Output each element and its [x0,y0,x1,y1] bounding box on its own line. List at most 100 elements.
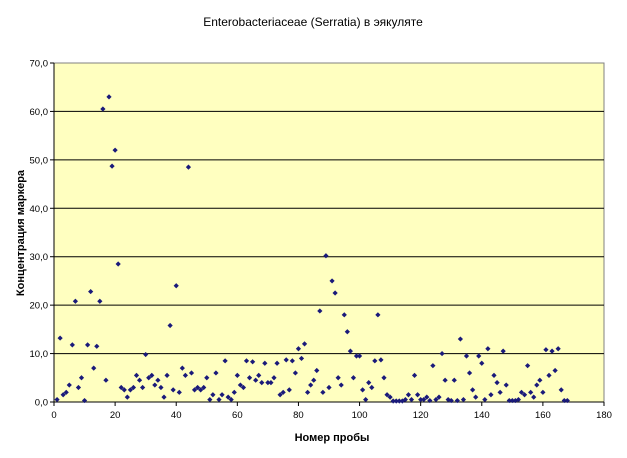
data-point [152,382,158,388]
x-tick-label: 60 [232,410,243,421]
data-point [500,348,506,354]
x-tick-label: 40 [171,410,182,421]
data-point [295,346,302,352]
x-tick-label: 140 [474,410,490,421]
data-point [424,394,430,400]
data-point [470,387,476,393]
data-point [130,384,137,391]
data-point [387,394,393,400]
data-point [369,384,375,391]
data-point [451,377,457,383]
data-point [292,370,298,376]
data-point [78,375,85,381]
data-point [353,353,360,359]
y-tick-label: 20,0 [30,301,49,312]
data-point [341,312,347,318]
data-point [118,384,124,391]
data-point [219,392,225,398]
data-point [356,353,363,359]
data-point [366,380,372,386]
data-point [311,377,317,383]
data-point [433,396,439,403]
data-point [561,397,567,404]
data-point [360,387,366,393]
data-point [308,382,314,388]
data-point [436,394,442,400]
data-point [525,363,531,369]
data-point [280,389,286,395]
data-point [106,94,112,100]
data-point [149,372,155,378]
data-point [176,389,182,395]
data-point [274,360,280,366]
y-tick-label: 0,0 [35,398,48,409]
data-point [537,377,543,383]
data-point [402,396,408,403]
data-point [506,397,512,404]
data-point [222,358,228,364]
x-tick-label: 180 [596,410,612,421]
data-point [185,164,192,170]
x-axis-label: Номер пробы [295,432,370,444]
data-point [546,372,552,378]
data-point [268,380,274,386]
data-point [454,397,460,404]
data-point [521,392,528,398]
data-point [445,396,451,403]
data-point [363,396,369,403]
data-point [231,389,237,395]
data-point [320,389,326,395]
data-point [473,394,479,400]
data-point [457,336,463,342]
data-point [534,382,540,388]
data-point [408,396,415,403]
data-point [289,358,295,364]
data-point [476,353,482,359]
data-point [442,377,448,383]
data-point [503,382,509,388]
data-point [60,392,66,398]
data-point [298,355,305,362]
x-tick-label: 80 [293,410,304,421]
data-point [491,372,497,378]
data-point [390,398,396,404]
data-point [384,392,390,398]
data-point [100,106,106,112]
data-point [497,389,503,395]
data-point [256,372,262,378]
data-point [207,396,213,403]
data-point [69,342,75,348]
data-point [430,363,436,369]
data-point [543,347,549,353]
data-point [161,394,167,400]
data-point [381,375,387,381]
data-point [237,382,243,388]
data-point [372,358,378,364]
data-point [204,375,210,381]
data-point [213,370,219,376]
y-tick-label: 60,0 [30,107,49,118]
data-point [246,375,253,381]
data-point [179,365,185,371]
data-point [91,365,97,371]
data-point [415,392,421,398]
data-point [335,375,341,381]
data-point [66,382,72,388]
data-point [94,343,100,349]
data-point [195,384,201,391]
data-point [75,384,82,391]
data-point [421,396,427,403]
data-point [314,367,320,374]
data-point [393,398,399,404]
data-point [512,397,518,404]
data-point [518,389,525,395]
data-point [146,375,152,381]
data-point [259,380,265,386]
data-point [515,396,522,403]
data-point [494,380,500,386]
data-point [466,370,473,376]
data-point [271,375,277,381]
data-point [323,253,329,259]
y-tick-label: 50,0 [30,155,49,166]
data-point [509,397,515,404]
